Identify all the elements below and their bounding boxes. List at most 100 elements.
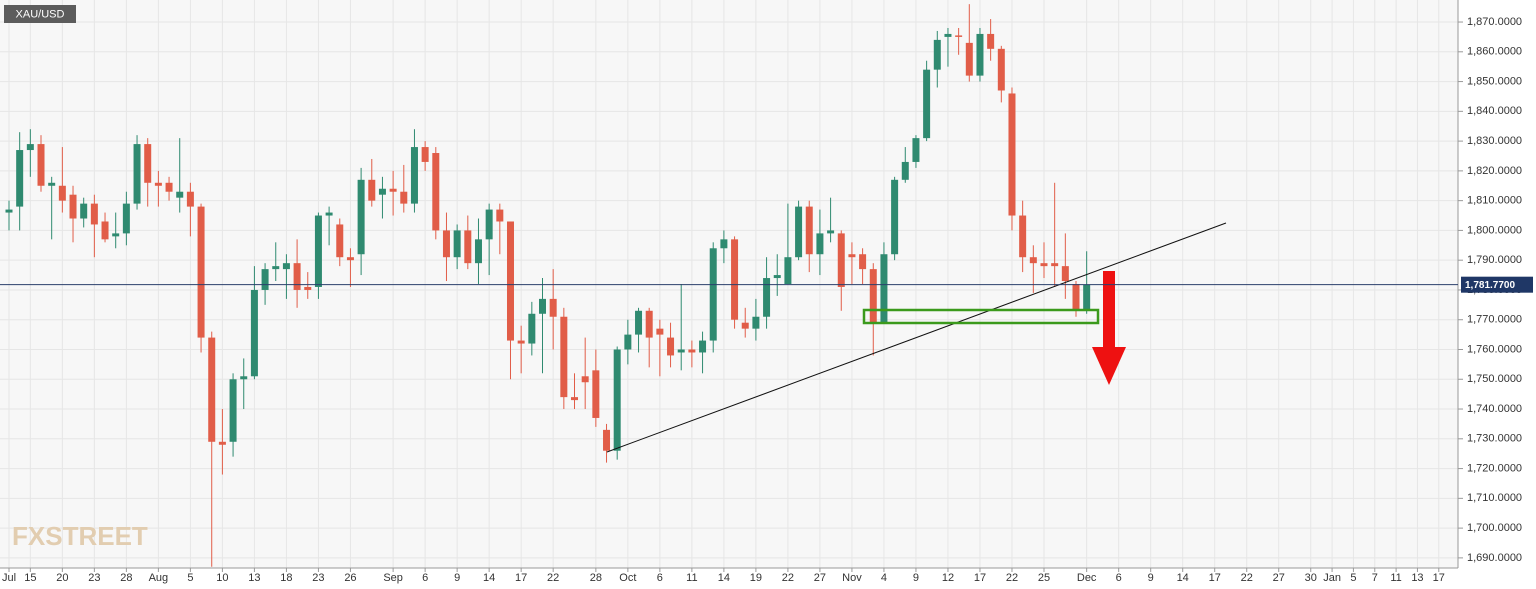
x-tick-label: 12 [942,572,954,584]
candle-body [987,33,995,49]
symbol-label: XAU/USD [16,8,65,20]
arrow-shaft [1103,271,1115,349]
candle-body [827,230,835,234]
x-tick-label: 22 [782,572,794,584]
candle-body [869,269,877,323]
candle-body [58,185,66,201]
candle-body [784,257,792,284]
candle-body [314,215,322,287]
candle-body [464,230,472,264]
x-tick-label: 6 [1116,572,1122,584]
y-tick-label: 1,700.0000 [1467,522,1522,534]
y-tick-label: 1,870.0000 [1467,16,1522,28]
candle-body [645,310,653,338]
x-tick-label: 22 [547,572,559,584]
candle-body [186,191,194,207]
x-tick-label: 14 [1177,572,1189,584]
candle-body [741,322,749,329]
x-tick-label: 30 [1305,572,1317,584]
x-tick-label: 27 [814,572,826,584]
x-tick-label: 23 [312,572,324,584]
candle-body [816,233,824,255]
y-tick-label: 1,770.0000 [1467,314,1522,326]
candle-body [165,182,173,192]
x-tick-label: 5 [1350,572,1356,584]
candle-body [282,263,290,270]
y-tick-label: 1,830.0000 [1467,135,1522,147]
x-tick-label: 17 [974,572,986,584]
candle-body [848,254,856,258]
candle-body [677,349,685,353]
x-tick-label: 17 [1209,572,1221,584]
candle-body [656,328,664,335]
candle-body [517,340,525,344]
arrow-head [1092,347,1126,385]
x-tick-label: 6 [422,572,428,584]
y-tick-label: 1,850.0000 [1467,75,1522,87]
candle-body [389,188,397,192]
candle-body [1019,215,1027,258]
y-tick-label: 1,720.0000 [1467,462,1522,474]
x-tick-label: Jul [2,572,16,584]
x-tick-label: 9 [913,572,919,584]
candle-body [763,278,771,317]
y-tick-label: 1,760.0000 [1467,343,1522,355]
x-tick-label: 14 [718,572,730,584]
candle-body [90,203,98,225]
x-tick-label: 28 [120,572,132,584]
candle-body [912,138,920,162]
candle-body [613,349,621,451]
x-tick-label: 6 [657,572,663,584]
x-tick-label: Nov [842,572,862,584]
candle-body [368,179,376,201]
x-tick-label: 17 [515,572,527,584]
candle-body [229,379,237,442]
x-tick-label: Sep [383,572,403,584]
candle-body [154,182,162,186]
x-tick-label: 20 [56,572,68,584]
candle-body [933,39,941,70]
x-tick-label: Oct [619,572,636,584]
candles [5,4,1091,567]
x-tick-label: 23 [88,572,100,584]
x-tick-label: 10 [216,572,228,584]
x-tick-label: 5 [187,572,193,584]
candle-body [69,194,77,219]
candle-body [709,248,717,341]
candle-body [539,298,546,314]
candle-body [421,147,429,162]
candle-body [955,35,963,37]
x-tick-label: 11 [686,572,697,584]
candle-body [304,286,312,290]
candle-body [176,191,184,198]
candle-body [474,239,482,264]
x-tick-label: 14 [483,572,495,584]
candle-body [16,150,24,207]
candle-body [240,376,248,380]
candle-body [506,221,514,341]
candle-body [1061,266,1069,282]
x-tick-label: Jan [1323,572,1341,584]
candle-body [261,269,269,290]
x-tick-label: 13 [248,572,260,584]
trend-line [606,222,1227,453]
candle-body [699,340,707,353]
candle-body [101,221,109,240]
y-tick-label: 1,730.0000 [1467,433,1522,445]
candle-body [48,182,56,186]
y-tick-label: 1,800.0000 [1467,224,1522,236]
candle-body [773,275,781,279]
x-tick-label: 22 [1006,572,1018,584]
y-tick-label: 1,810.0000 [1467,195,1522,207]
candle-body [197,206,205,338]
candle-body [603,429,611,451]
candle-body [837,233,845,287]
candle-body [1051,263,1059,267]
candle-body [944,33,952,37]
candle-body [80,203,88,219]
candle-body [528,313,536,344]
candle-body [325,212,333,216]
x-tick-label: 22 [1241,572,1253,584]
candle-body [965,42,973,76]
